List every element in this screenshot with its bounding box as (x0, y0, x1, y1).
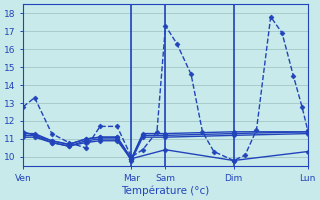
X-axis label: Température (°c): Température (°c) (121, 185, 210, 196)
